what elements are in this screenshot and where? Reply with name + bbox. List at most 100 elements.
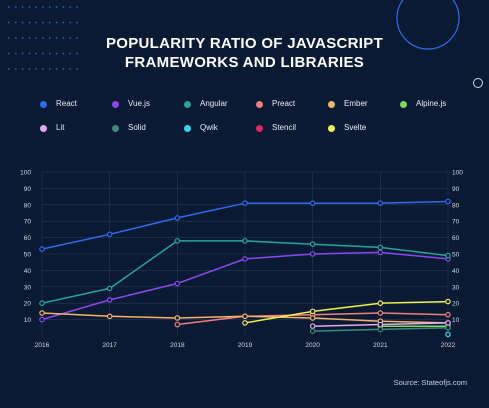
legend-label: Qwik [200,123,218,132]
y-tick-label-right: 30 [452,284,460,291]
legend-label: Vue.js [128,99,150,108]
decorative-dot [35,37,38,39]
legend-swatch [256,124,263,132]
y-tick-label-left: 100 [20,170,31,177]
y-tick-label-left: 30 [24,284,32,291]
data-point [377,300,384,307]
decorative-dot [14,6,17,8]
decorative-dot [69,68,72,70]
decorative-dot [62,37,65,39]
legend-item: Solid [112,122,146,134]
chart-title: POPULARITY RATIO OF JAVASCRIPT FRAMEWORK… [0,34,489,72]
legend-item: Vue.js [112,98,150,110]
data-point [242,256,248,262]
legend-label: Alpine.js [416,99,447,108]
decorative-small-ring [473,78,483,88]
legend-item: Qwik [184,122,218,134]
decorative-dot [76,52,78,55]
y-tick-label-left: 10 [24,317,32,324]
legend-swatch [40,124,47,132]
y-tick-label-right: 50 [452,252,460,259]
decorative-dot [55,68,58,70]
decorative-dot [69,52,72,55]
chart-title-line-1: POPULARITY RATIO OF JAVASCRIPT [105,35,384,52]
data-point [39,310,45,316]
decorative-dot [8,68,10,70]
legend-label: Svelte [344,123,367,132]
legend-item: Alpine.js [400,98,446,110]
legend-item: Svelte [328,122,366,134]
decorative-dot [62,68,65,70]
data-point [174,215,181,221]
legend-label: Angular [200,99,228,108]
decorative-dot [48,6,51,8]
y-tick-label-right: 40 [452,268,460,275]
legend-label: Solid [128,123,146,132]
data-point [174,315,181,321]
legend-label: Stencil [272,123,297,132]
decorative-dot [35,68,38,70]
y-tick-label-right: 60 [452,235,460,242]
data-point [445,252,451,259]
decorative-dot [8,37,10,39]
data-point [377,249,384,256]
legend-item: Lit [40,122,64,134]
chart-title-line-2: FRAMEWORKS AND LIBRARIES [124,54,365,71]
decorative-dot [21,37,24,39]
data-point [39,246,45,252]
decorative-dot [62,21,65,24]
y-tick-label-right: 80 [452,202,460,209]
decorative-dot [35,21,38,24]
data-point [39,300,45,307]
data-point [174,238,181,244]
decorative-dot [8,6,10,8]
decorative-dot [35,6,38,8]
legend-swatch [184,100,191,108]
x-tick-label: 2016 [35,342,50,349]
decorative-dot [14,68,17,70]
y-tick-label-left: 40 [24,268,32,275]
data-point [106,285,113,292]
decorative-dot [69,21,72,24]
data-point [106,297,113,303]
decorative-dot [21,6,24,8]
decorative-ring [396,0,460,50]
data-point [445,320,451,326]
data-point [309,328,316,334]
legend-label: Lit [56,123,65,132]
data-point [445,311,451,318]
y-tick-label-right: 90 [452,186,460,193]
decorative-dot [14,52,17,55]
legend-item: Angular [184,98,228,110]
y-tick-label-right: 10 [452,317,460,324]
decorative-dot [28,52,31,55]
decorative-dot [28,6,31,8]
data-point [309,251,316,257]
decorative-dot [76,6,78,8]
decorative-dot [76,68,78,70]
decorative-dot [42,37,44,39]
legend-item: React [40,98,77,110]
legend-swatch [256,100,263,108]
decorative-dot [62,52,65,55]
x-tick-label: 2017 [102,342,117,349]
y-tick-label-left: 90 [24,186,32,193]
data-point [377,310,384,316]
data-point [377,200,384,206]
data-point [174,321,181,328]
legend-swatch [40,100,47,108]
data-point [445,298,451,305]
decorative-dot [48,37,51,39]
decorative-dot [21,68,24,70]
x-tick-label: 2019 [238,342,253,349]
decorative-dot [55,37,58,39]
legend-item: Preact [256,98,295,110]
x-tick-label: 2018 [170,342,185,349]
decorative-dot [48,21,51,24]
decorative-dot [55,6,58,8]
decorative-dot [62,6,65,8]
